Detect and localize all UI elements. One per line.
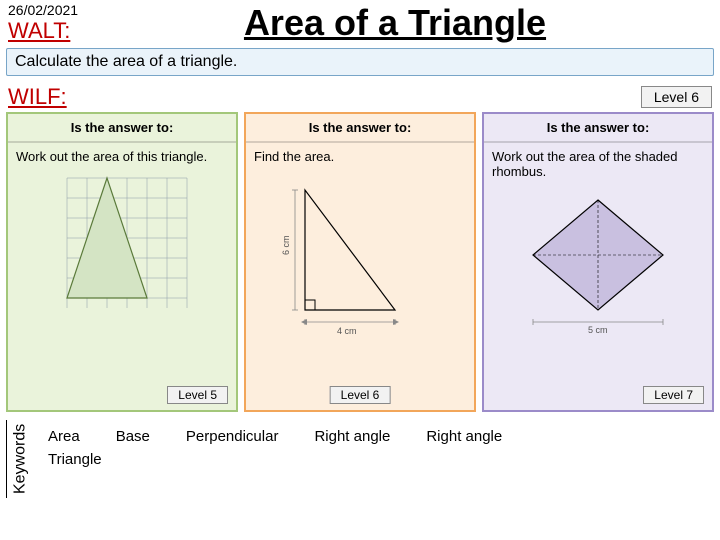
panel-level6: Is the answer to: Find the area. 6 cm <box>244 112 476 412</box>
panel-level-badge: Level 6 <box>330 386 391 404</box>
keyword: Right angle <box>426 428 502 445</box>
wilf-label: WILF: <box>8 84 67 110</box>
page: 26/02/2021 WALT: Area of a Triangle Calc… <box>0 0 720 540</box>
triangle-grid-figure <box>16 170 228 320</box>
keyword: Right angle <box>314 428 390 445</box>
panel-task: Work out the area of the shaded rhombus. <box>492 149 704 179</box>
keyword: Perpendicular <box>186 428 279 445</box>
keyword: Triangle <box>48 451 700 468</box>
panel-level5: Is the answer to: Work out the area of t… <box>6 112 238 412</box>
panel-body: Find the area. 6 cm 4 cm <box>246 143 474 410</box>
page-title: Area of a Triangle <box>118 2 712 44</box>
panels-row: Is the answer to: Work out the area of t… <box>0 112 720 412</box>
keywords-area: Keywords Area Base Perpendicular Right a… <box>6 420 714 498</box>
walt-label: WALT: <box>8 18 118 44</box>
walt-objective: Calculate the area of a triangle. <box>6 48 714 76</box>
header: 26/02/2021 WALT: Area of a Triangle <box>0 0 720 44</box>
panel-level7: Is the answer to: Work out the area of t… <box>482 112 714 412</box>
rhombus-figure: 5 cm <box>492 185 704 335</box>
right-triangle-figure: 6 cm 4 cm <box>254 170 466 340</box>
panel-head: Is the answer to: <box>246 114 474 143</box>
keyword: Area <box>48 428 80 445</box>
level-badge-top: Level 6 <box>641 86 712 108</box>
rhombus-base-label: 5 cm <box>588 325 608 335</box>
date-walt-block: 26/02/2021 WALT: <box>8 2 118 44</box>
panel-level-badge: Level 7 <box>643 386 704 404</box>
panel-task: Work out the area of this triangle. <box>16 149 228 164</box>
base-label: 4 cm <box>337 326 357 336</box>
keywords-list: Area Base Perpendicular Right angle Righ… <box>34 420 714 498</box>
height-label: 6 cm <box>281 235 291 255</box>
keywords-tab: Keywords <box>6 420 34 498</box>
date: 26/02/2021 <box>8 2 118 18</box>
panel-body: Work out the area of the shaded rhombus.… <box>484 143 712 410</box>
panel-head: Is the answer to: <box>8 114 236 143</box>
panel-level-badge: Level 5 <box>167 386 228 404</box>
keyword: Base <box>116 428 150 445</box>
panel-head: Is the answer to: <box>484 114 712 143</box>
panel-task: Find the area. <box>254 149 466 164</box>
panel-body: Work out the area of this triangle. <box>8 143 236 410</box>
wilf-row: WILF: Level 6 <box>0 82 720 112</box>
